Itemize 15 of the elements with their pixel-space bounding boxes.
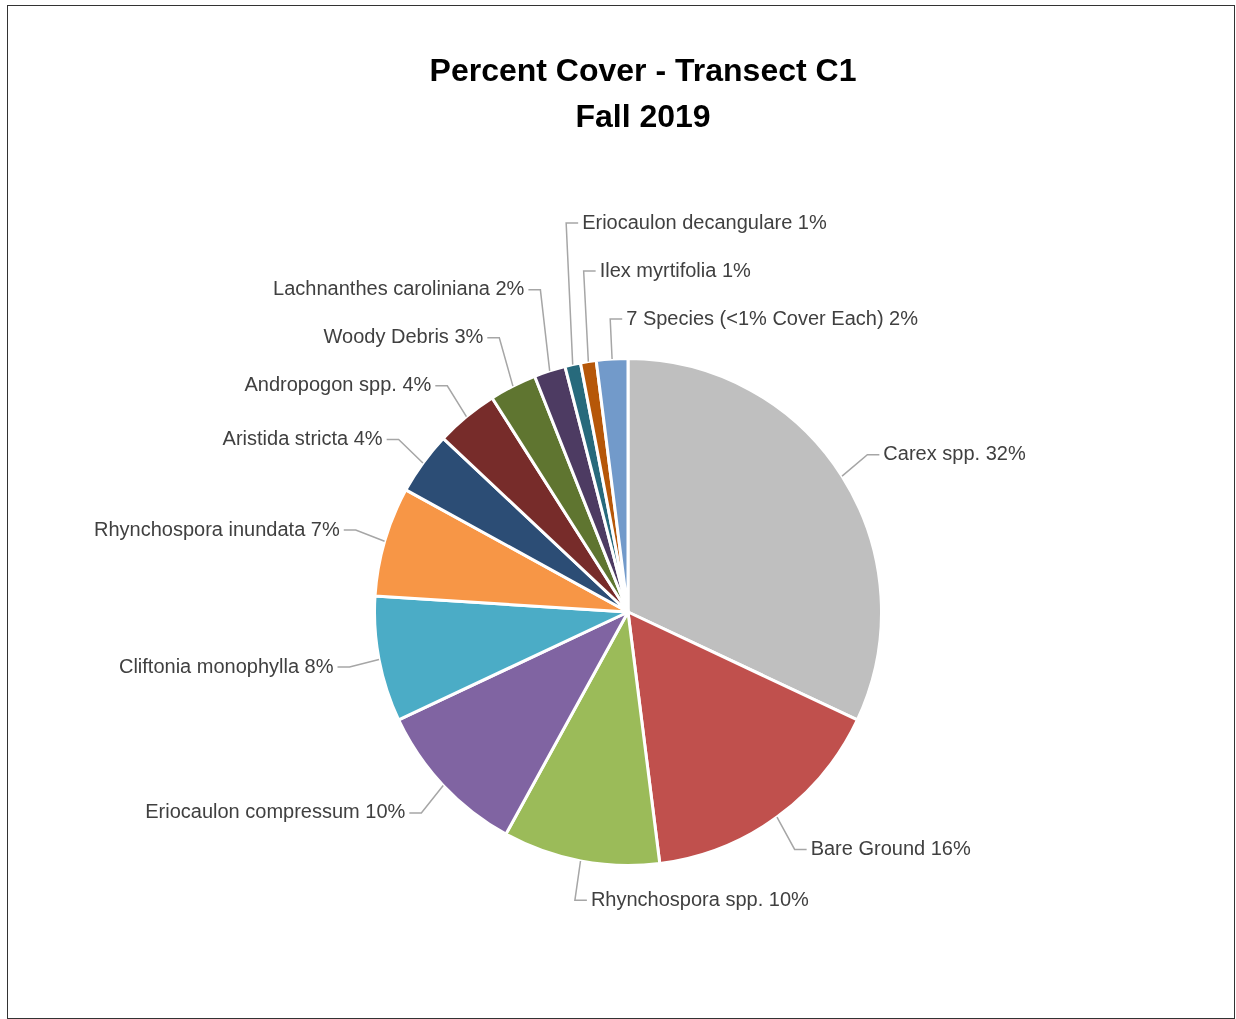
slice-label: Eriocaulon decangulare 1%	[582, 210, 827, 233]
slice-label: Carex spp. 32%	[883, 442, 1026, 465]
slice-label: Lachnanthes caroliniana 2%	[273, 277, 525, 300]
slice-label: Rhynchospora spp. 10%	[590, 887, 809, 910]
slice-label: Ilex myrtifolia 1%	[599, 258, 752, 281]
slice-label: Aristida stricta 4%	[222, 427, 383, 449]
slice-label: Woody Debris 3%	[323, 325, 484, 348]
chart-subtitle: Fall 2019	[575, 97, 711, 134]
slice-label: Bare Ground 16%	[810, 836, 971, 859]
slice-label: Eriocaulon compressum 10%	[145, 800, 406, 823]
slice-label: Rhynchospora inundata 7%	[94, 517, 340, 540]
slice-label: 7 Species (<1% Cover Each) 2%	[626, 306, 919, 329]
slice-label: Cliftonia monophylla 8%	[118, 654, 334, 677]
slice-label: Andropogon spp. 4%	[244, 373, 432, 396]
chart-title: Percent Cover - Transect C1	[429, 51, 857, 88]
